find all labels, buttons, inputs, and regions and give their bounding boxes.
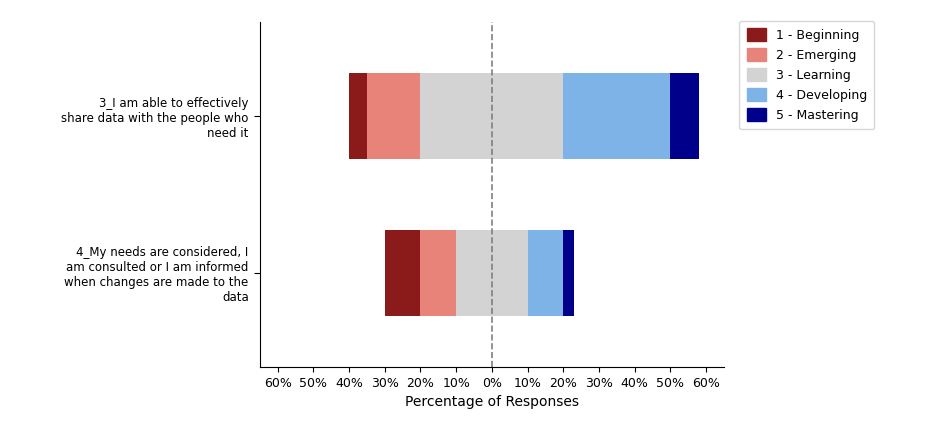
Bar <box>349 73 366 159</box>
Bar <box>563 73 669 159</box>
X-axis label: Percentage of Responses: Percentage of Responses <box>404 395 578 410</box>
Bar <box>669 73 698 159</box>
Bar <box>456 230 527 316</box>
Bar <box>385 230 420 316</box>
Bar <box>563 230 573 316</box>
Bar <box>420 73 563 159</box>
Bar <box>366 73 420 159</box>
Bar <box>420 230 456 316</box>
Bar <box>527 230 563 316</box>
Legend: 1 - Beginning, 2 - Emerging, 3 - Learning, 4 - Developing, 5 - Mastering: 1 - Beginning, 2 - Emerging, 3 - Learnin… <box>739 21 873 129</box>
